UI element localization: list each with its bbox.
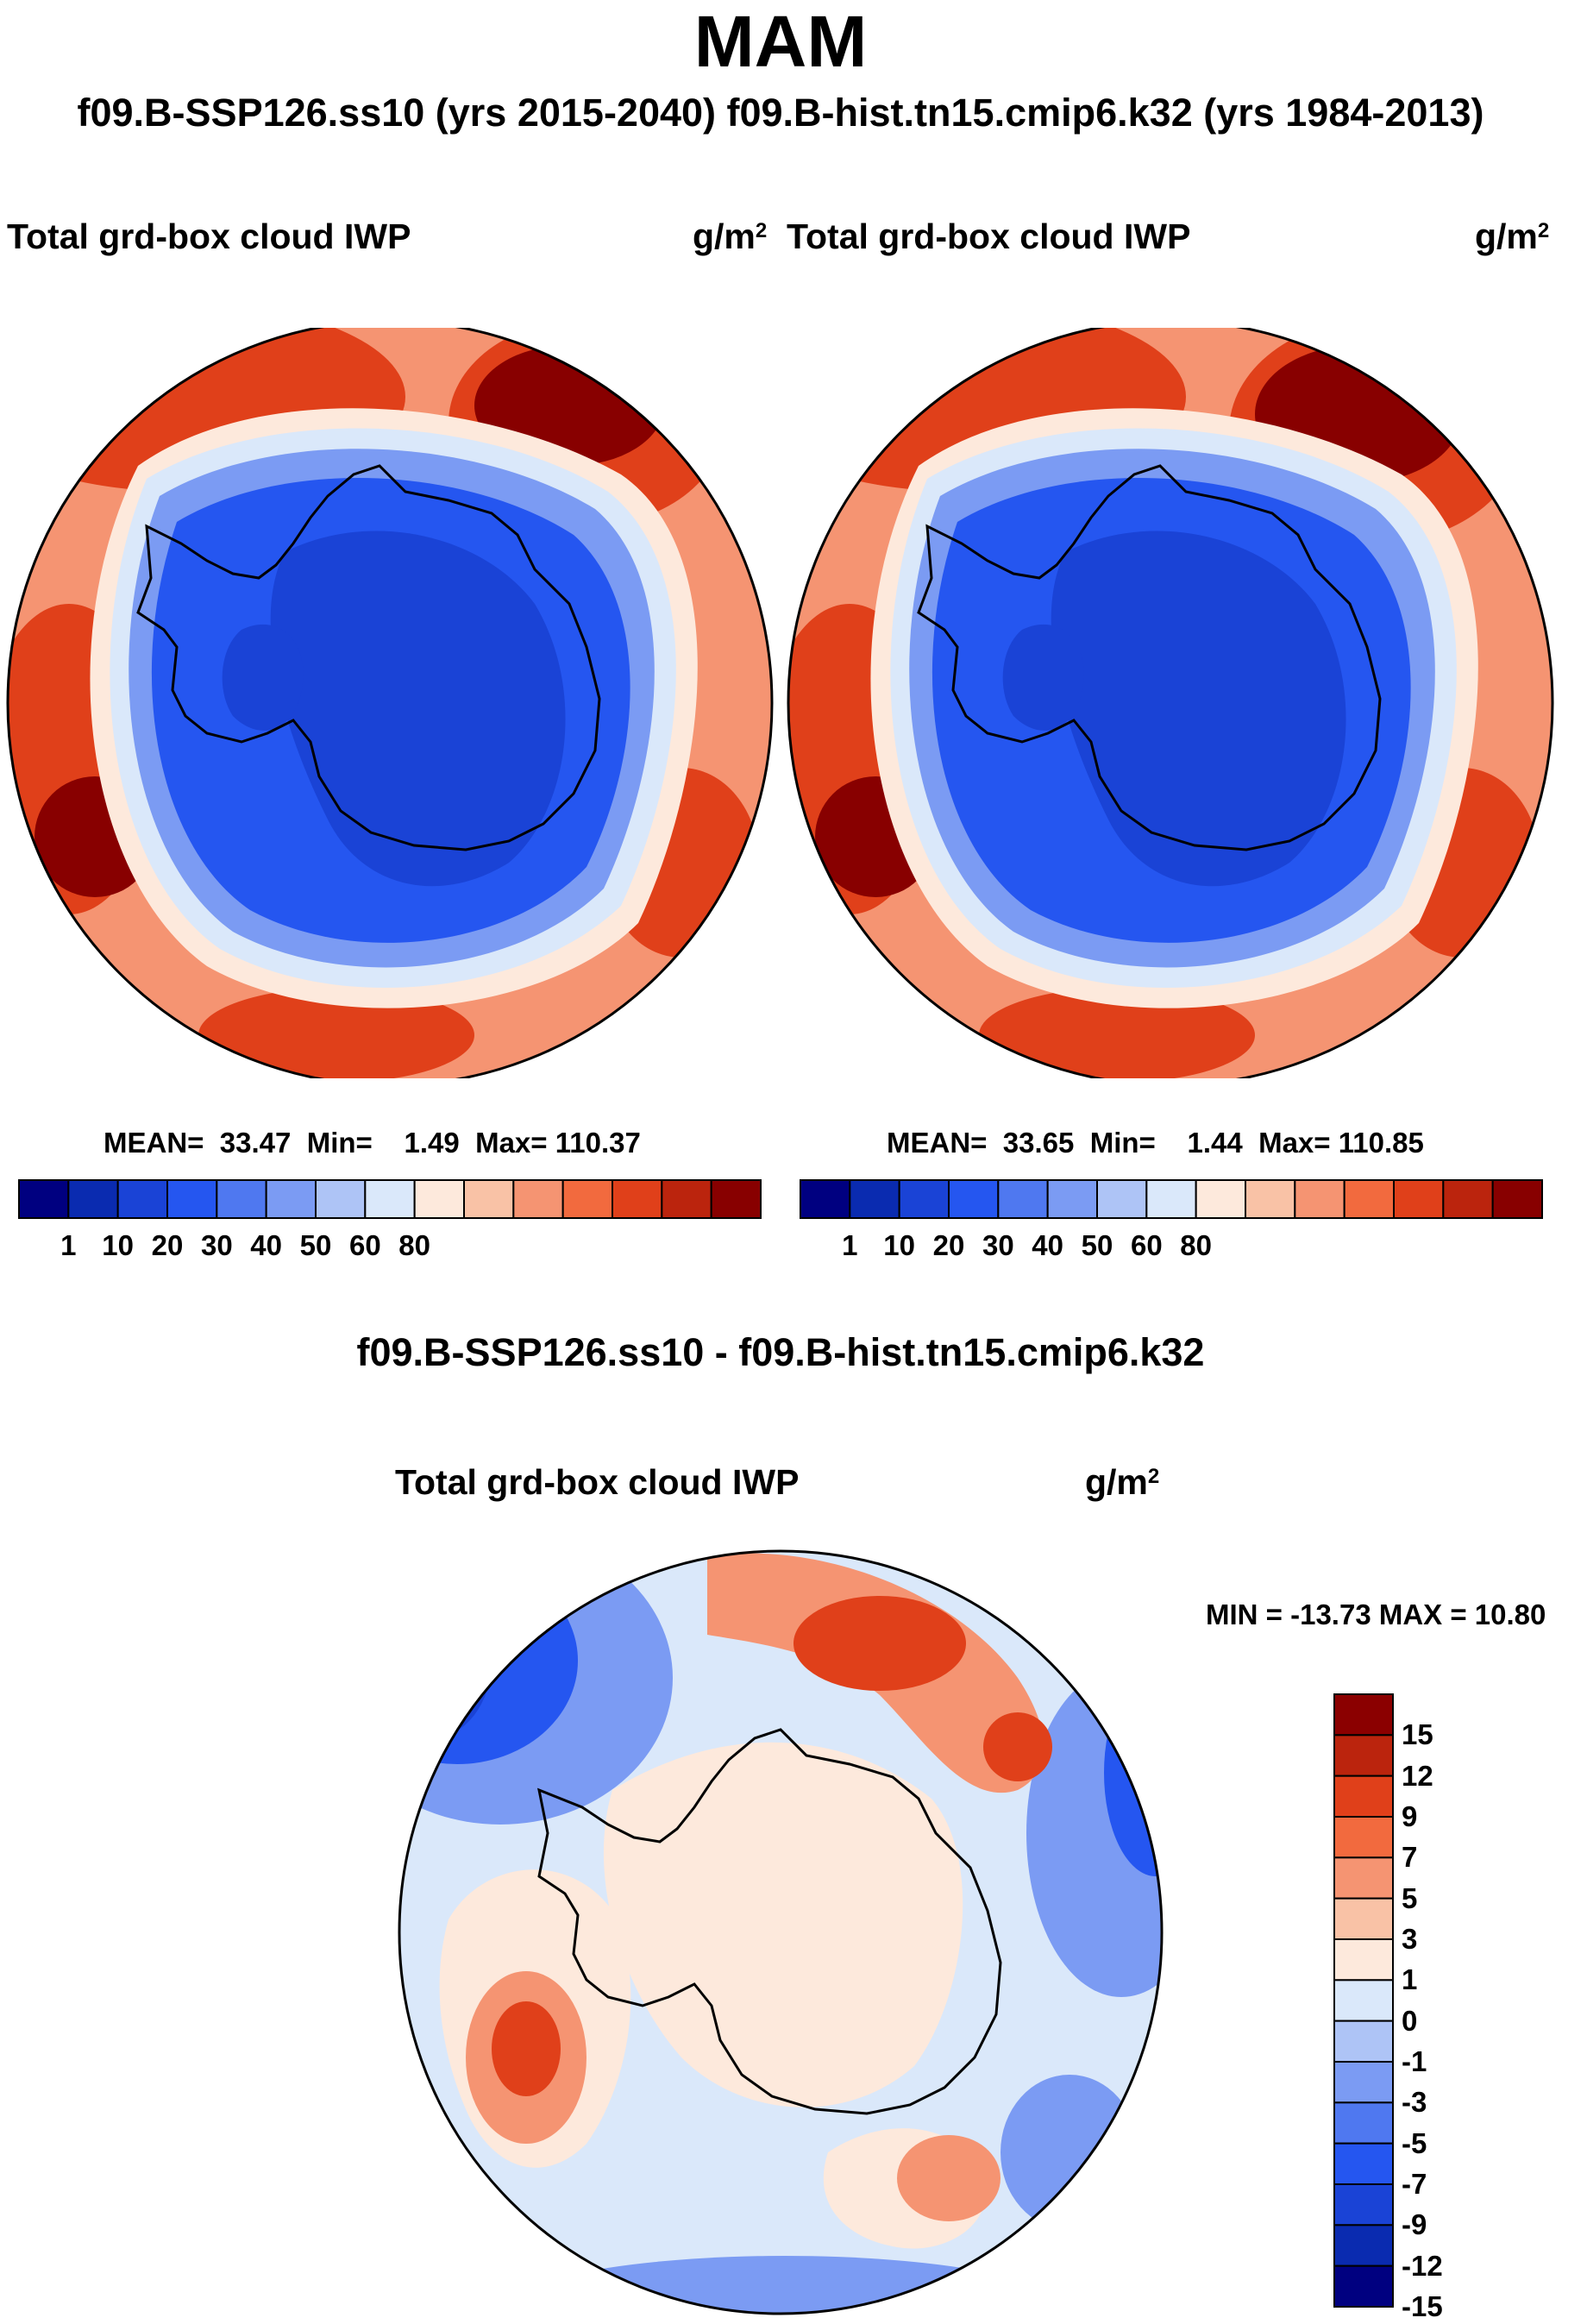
panel2-colorbar-tick-label: 20 — [932, 1229, 965, 1261]
panel2-colorbar-swatch — [948, 1179, 1000, 1219]
panel3-colorbar — [1333, 1693, 1394, 2308]
panel2-colorbar-tick-label: 40 — [1032, 1229, 1064, 1261]
panel1-colorbar-swatch — [166, 1179, 218, 1219]
panel3-colorbar-tick-label: -15 — [1402, 2290, 1443, 2322]
panel3-colorbar-tick-label: -12 — [1402, 2249, 1443, 2282]
panel1-colorbar-tick-label: 40 — [250, 1229, 283, 1261]
panel3-colorbar-swatch — [1333, 1979, 1394, 2022]
panel2-units: g/m2 — [1475, 217, 1550, 256]
panel1-colorbar-swatch — [216, 1179, 267, 1219]
panel1-title: Total grd-box cloud IWP — [7, 217, 411, 256]
panel3-colorbar-swatch — [1333, 1774, 1394, 1818]
panel3-title: Total grd-box cloud IWP — [395, 1462, 800, 1502]
panel2-colorbar-swatch — [1491, 1179, 1544, 1219]
panel2-colorbar-tick-label: 10 — [883, 1229, 916, 1261]
panel3-colorbar-tick-label: -1 — [1402, 2045, 1427, 2077]
panel1-colorbar-swatch — [364, 1179, 416, 1219]
panel3-colorbar-swatch — [1333, 1734, 1394, 1777]
panel3-colorbar-swatch — [1333, 1816, 1394, 1859]
panel2-colorbar-swatch — [1343, 1179, 1396, 1219]
panel3-colorbar-tick-label: 3 — [1402, 1923, 1418, 1955]
panel3-map — [398, 1549, 1164, 2315]
panel2-title: Total grd-box cloud IWP — [787, 217, 1191, 256]
panel1-colorbar-tick-label: 50 — [299, 1229, 332, 1261]
panel2-colorbar-swatch — [1096, 1179, 1148, 1219]
panel3-colorbar-tick-label: 0 — [1402, 2004, 1418, 2037]
panel2-colorbar-swatch — [1294, 1179, 1346, 1219]
panel3-colorbar-tick-label: 9 — [1402, 1800, 1418, 1832]
panel3-colorbar-swatch — [1333, 1897, 1394, 1941]
panel3-colorbar-swatch — [1333, 2061, 1394, 2104]
panel3-colorbar-tick-label: 5 — [1402, 1881, 1418, 1914]
panel2-colorbar-tick-label: 30 — [982, 1229, 1014, 1261]
panel3-colorbar-tick-label: -5 — [1402, 2126, 1427, 2159]
panel1-colorbar-swatch — [512, 1179, 564, 1219]
panel3-colorbar-swatch — [1333, 1938, 1394, 1982]
panel1-units: g/m2 — [693, 217, 768, 256]
panel1-colorbar-tick-label: 30 — [200, 1229, 233, 1261]
panel2-colorbar-swatch — [1442, 1179, 1494, 1219]
panel1-colorbar — [18, 1179, 762, 1219]
panel3-colorbar-tick-label: 12 — [1402, 1759, 1433, 1792]
panel1-colorbar-swatch — [265, 1179, 317, 1219]
figure-title: MAM — [693, 1, 868, 82]
panel3-colorbar-swatch — [1333, 1693, 1394, 1737]
panel3-colorbar-swatch — [1333, 2142, 1394, 2186]
panel1-colorbar-swatch — [18, 1179, 70, 1219]
panel3-colorbar-tick-label: 7 — [1402, 1841, 1418, 1874]
panel2-colorbar-swatch — [898, 1179, 950, 1219]
panel3-colorbar-swatch — [1333, 2264, 1394, 2308]
panel1-colorbar-tick-label: 80 — [398, 1229, 431, 1261]
panel1-colorbar-swatch — [315, 1179, 367, 1219]
panel1-colorbar-swatch — [661, 1179, 712, 1219]
panel1-colorbar-swatch — [463, 1179, 515, 1219]
panel3-units: g/m2 — [1085, 1462, 1160, 1502]
panel2-colorbar-tick-label: 1 — [842, 1229, 858, 1261]
panel2-colorbar-swatch — [1046, 1179, 1098, 1219]
panel2-colorbar-swatch — [849, 1179, 900, 1219]
panel1-colorbar-swatch — [612, 1179, 663, 1219]
panel2-map — [787, 328, 1554, 1078]
panel1-colorbar-tick-label: 10 — [102, 1229, 135, 1261]
panel1-colorbar-swatch — [561, 1179, 614, 1219]
panel2-colorbar-swatch — [997, 1179, 1049, 1219]
panel2-colorbar-tick-label: 50 — [1081, 1229, 1113, 1261]
panel2-colorbar-swatch — [1245, 1179, 1296, 1219]
panel1-colorbar-tick-label: 1 — [60, 1229, 77, 1261]
panel2-colorbar-swatch — [1145, 1179, 1197, 1219]
panel3-colorbar-tick-label: 1 — [1402, 1963, 1418, 1996]
panel2-colorbar-swatch — [1195, 1179, 1246, 1219]
panel1-colorbar-swatch — [413, 1179, 465, 1219]
panel2-stats: MEAN= 33.65 Min= 1.44 Max= 110.85 — [887, 1127, 1424, 1159]
panel3-colorbar-swatch — [1333, 2101, 1394, 2145]
panel2-colorbar-swatch — [800, 1179, 851, 1219]
panel1-colorbar-tick-label: 20 — [151, 1229, 184, 1261]
figure-subtitle: f09.B-SSP126.ss10 (yrs 2015-2040) f09.B-… — [77, 91, 1484, 135]
panel2-colorbar-swatch — [1393, 1179, 1445, 1219]
panel1-stats: MEAN= 33.47 Min= 1.49 Max= 110.37 — [104, 1127, 641, 1159]
panel3-colorbar-tick-label: 15 — [1402, 1718, 1433, 1751]
panel1-colorbar-tick-label: 60 — [348, 1229, 381, 1261]
panel1-map — [6, 328, 774, 1078]
panel3-stats: MIN = -13.73 MAX = 10.80 — [1206, 1599, 1546, 1630]
panel1-colorbar-swatch — [710, 1179, 762, 1219]
panel1-colorbar-swatch — [67, 1179, 119, 1219]
difference-title: f09.B-SSP126.ss10 - f09.B-hist.tn15.cmip… — [356, 1330, 1205, 1374]
panel3-colorbar-swatch — [1333, 2019, 1394, 2063]
panel2-colorbar-tick-label: 60 — [1130, 1229, 1163, 1261]
panel2-colorbar — [800, 1179, 1544, 1219]
panel1-colorbar-swatch — [116, 1179, 168, 1219]
panel2-colorbar-tick-label: 80 — [1180, 1229, 1213, 1261]
panel3-colorbar-swatch — [1333, 2224, 1394, 2267]
panel3-colorbar-tick-label: -3 — [1402, 2086, 1427, 2119]
panel3-colorbar-tick-label: -7 — [1402, 2168, 1427, 2200]
panel3-colorbar-swatch — [1333, 1856, 1394, 1900]
panel3-colorbar-tick-label: -9 — [1402, 2208, 1427, 2241]
panel3-colorbar-swatch — [1333, 2183, 1394, 2227]
